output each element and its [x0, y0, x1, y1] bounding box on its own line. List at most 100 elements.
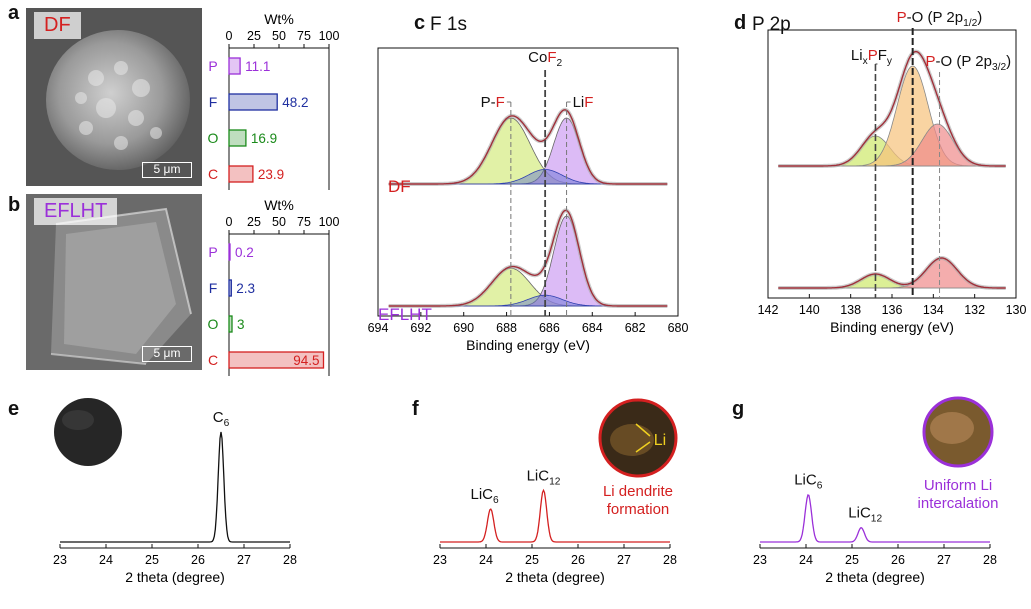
element-label-F: F — [209, 94, 218, 110]
x-tick-label: 50 — [272, 215, 286, 229]
value-label-O: 16.9 — [251, 131, 277, 146]
annot-po-3-2: P-O (P 2p3/2) — [926, 53, 1012, 73]
c-tick-label: 688 — [496, 321, 517, 335]
sample-photo-graphite — [54, 398, 122, 466]
annot-po-1-2: P-O (P 2p1/2) — [897, 9, 983, 29]
annot-pf-part-1: F — [496, 94, 505, 111]
annot-po-3-2-part-1: -O (P 2p — [936, 53, 992, 70]
plot-frame — [228, 233, 330, 376]
sample-tag-eflht: EFLHT — [34, 198, 118, 225]
caption-line-2: intercalation — [918, 495, 999, 512]
li-arrow-2 — [635, 441, 651, 453]
g-peak-label-1: LiC12 — [848, 505, 882, 525]
bar-O — [228, 129, 247, 147]
value-label-P: 11.1 — [245, 59, 270, 74]
sample-label-DF: DF — [388, 177, 411, 196]
g-peak-label-0-part-1: 6 — [817, 481, 823, 492]
bar-C — [228, 165, 254, 183]
d-tick-label: 142 — [758, 303, 779, 317]
sem-image-eflht: EFLHT 5 μm — [26, 194, 202, 370]
e-xlabel: 2 theta (degree) — [125, 569, 225, 585]
e-peak-label-0-part-0: C — [213, 409, 224, 426]
panel-e-label: e — [8, 398, 20, 420]
e-tick-label: 27 — [237, 553, 251, 567]
annot-lixpfy-part-4: y — [887, 56, 893, 67]
x-tick-label: 100 — [319, 29, 340, 43]
annot-po-1-2-part-0: P — [897, 9, 907, 26]
caption-line-1: Uniform Li — [924, 477, 992, 494]
scale-bar-a: 5 μm — [142, 162, 192, 178]
e-tick-label: 26 — [191, 553, 205, 567]
g-tick-label: 24 — [799, 553, 813, 567]
plot-frame — [228, 47, 330, 190]
c-tick-label: 684 — [582, 321, 603, 335]
d-tick-label: 132 — [964, 303, 985, 317]
value-label-C: 23.9 — [258, 167, 284, 182]
f-tick-label: 27 — [617, 553, 631, 567]
fit-envelope-EFLHT — [388, 209, 668, 307]
f-tick-label: 23 — [433, 553, 447, 567]
annot-po-1-2-part-1: -O (P 2p — [907, 9, 963, 26]
value-label-C: 94.5 — [293, 353, 319, 368]
f-tick-label: 28 — [663, 553, 677, 567]
f-peak-label-0-part-0: LiC — [471, 486, 494, 503]
sample-photo-sheen — [930, 412, 974, 444]
annot-cof2-part-1: F — [547, 49, 556, 66]
annot-po-1-2-part-2: 1/2 — [963, 18, 977, 29]
x-tick-label: 50 — [272, 29, 286, 43]
annot-cof2-part-2: 2 — [556, 58, 562, 69]
bar-P — [228, 243, 231, 261]
xps-p2p-chart: 142 140 138 136 134 132 130 Binding energy (eV)… — [758, 9, 1027, 335]
f-peak-label-0: LiC6 — [471, 486, 500, 506]
annot-pf-part-0: P- — [481, 94, 496, 111]
x-tick-label: 25 — [247, 215, 261, 229]
g-peak-label-1-part-0: LiC — [848, 505, 871, 522]
x-tick-label: 100 — [319, 215, 340, 229]
g-xlabel: 2 theta (degree) — [825, 569, 925, 585]
panel-c-title: F 1s — [430, 14, 467, 35]
panel-b-label: b — [8, 194, 21, 216]
bar-P — [228, 57, 241, 75]
c-tick-label: 682 — [625, 321, 646, 335]
value-label-O: 3 — [237, 317, 245, 332]
annot-lixpfy: LixPFy — [851, 47, 893, 67]
annot-po-3-2-part-0: P — [926, 53, 936, 70]
g-peak-label-0-part-0: LiC — [794, 472, 817, 489]
element-label-C: C — [208, 166, 218, 182]
panel-d-label: d — [734, 12, 747, 34]
d-tick-label: 138 — [840, 303, 861, 317]
element-label-F: F — [209, 280, 218, 296]
xrd-chart-f: 23 24 25 26 27 282 theta (degree)LiC6LiC12LiL… — [433, 398, 678, 585]
g-tick-label: 26 — [891, 553, 905, 567]
element-label-O: O — [208, 316, 219, 332]
annot-lif-part-0: Li — [573, 94, 585, 111]
value-label-F: 2.3 — [236, 281, 255, 296]
g-peak-label-1-part-1: 12 — [871, 514, 883, 525]
value-label-F: 48.2 — [282, 95, 308, 110]
d-xlabel: Binding energy (eV) — [830, 319, 954, 335]
c-tick-label: 686 — [539, 321, 560, 335]
annot-cof2-part-0: Co — [528, 49, 547, 66]
e-pattern — [60, 431, 290, 543]
x-tick-label: 75 — [297, 215, 311, 229]
sample-photo-spot — [610, 424, 654, 456]
e-tick-label: 25 — [145, 553, 159, 567]
annot-po-3-2-part-3: ) — [1006, 53, 1011, 70]
scale-bar-b: 5 μm — [142, 346, 192, 362]
d-tick-label: 130 — [1006, 303, 1027, 317]
element-label-P: P — [208, 58, 217, 74]
sem-image-df: DF 5 μm — [26, 8, 202, 186]
xps-f1s-chart: 694 692 690 688 686 684 682 680 Binding energy (… — [368, 47, 688, 353]
xrd-chart-e: 23 24 25 26 27 28 2 theta (degree) C6 — [53, 398, 297, 585]
sem-texture-eflht — [26, 194, 202, 370]
annot-lif: LiF — [573, 94, 594, 111]
fit-envelope-DF — [388, 109, 668, 185]
f-tick-label: 26 — [571, 553, 585, 567]
annot-lixpfy-part-1: x — [863, 56, 868, 67]
panel-f-label: f — [412, 398, 419, 420]
panel-a-label: a — [8, 2, 20, 24]
f-tick-label: 24 — [479, 553, 493, 567]
element-label-O: O — [208, 130, 219, 146]
scale-bar-a-text: 5 μm — [153, 162, 181, 176]
d-tick-label: 140 — [799, 303, 820, 317]
